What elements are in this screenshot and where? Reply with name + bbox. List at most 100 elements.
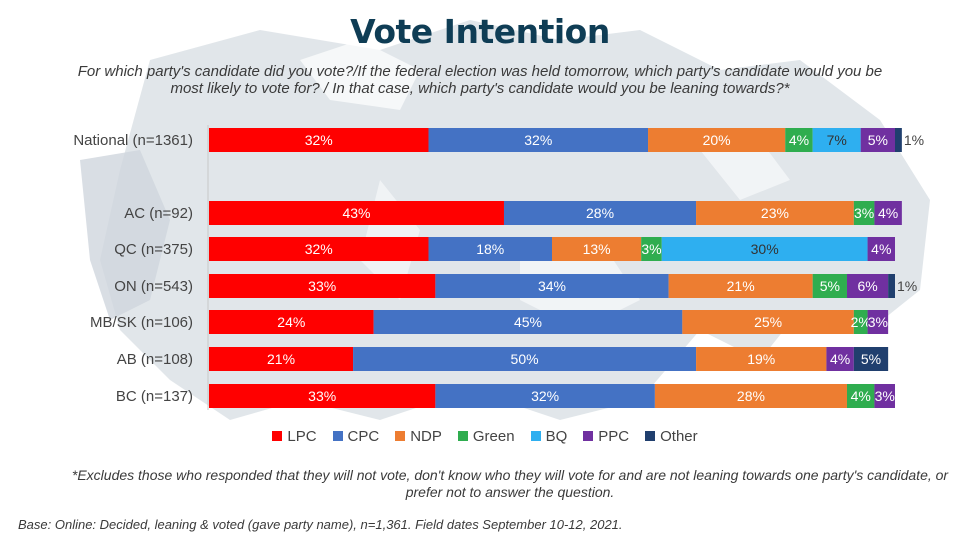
data-label-bq-national-n-1361: 7%	[827, 132, 847, 148]
data-label-lpc-on-n-543: 33%	[308, 278, 336, 294]
legend-swatch-ppc	[583, 431, 594, 441]
category-label-bc-n-137: BC (n=137)	[116, 388, 193, 405]
legend-item-cpc: CPC	[332, 426, 380, 446]
data-label-lpc-ab-n-108: 21%	[267, 351, 295, 367]
bar-segment-green-on-n-543	[812, 274, 847, 298]
bar-segment-other-ab-n-108	[853, 347, 889, 371]
legend-swatch-other	[645, 431, 656, 441]
legend-label-lpc: LPC	[287, 427, 317, 445]
data-label-other-ab-n-108: 5%	[861, 351, 881, 367]
bar-segment-ndp-ac-n-92	[696, 201, 854, 225]
bar-segment-ppc-ab-n-108	[826, 347, 854, 371]
bar-segment-cpc-on-n-543	[435, 274, 669, 298]
data-label-cpc-national-n-1361: 32%	[524, 132, 552, 148]
legend-label-bq: BQ	[545, 427, 568, 445]
category-label-ab-n-108: AB (n=108)	[117, 351, 193, 368]
bar-segment-ndp-qc-n-375	[552, 237, 642, 261]
bar-segment-green-mb-sk-n-106	[853, 310, 868, 334]
bar-segment-ppc-ac-n-92	[874, 201, 902, 225]
bar-segment-lpc-mb-sk-n-106	[209, 310, 374, 334]
legend-item-lpc: LPC	[272, 426, 317, 446]
data-label-lpc-qc-n-375: 32%	[305, 241, 333, 257]
footnote: *Excludes those who responded that they …	[71, 467, 949, 500]
category-label-on-n-543: ON (n=543)	[114, 278, 193, 295]
bar-segment-cpc-bc-n-137	[435, 384, 655, 408]
data-label-lpc-mb-sk-n-106: 24%	[277, 314, 305, 330]
bar-segment-green-qc-n-375	[641, 237, 662, 261]
legend-swatch-lpc	[272, 431, 283, 441]
data-label-ndp-ac-n-92: 23%	[761, 205, 789, 221]
data-label-cpc-mb-sk-n-106: 45%	[514, 314, 542, 330]
bar-segment-lpc-on-n-543	[209, 274, 436, 298]
data-label-ppc-ab-n-108: 4%	[830, 351, 850, 367]
bar-segment-ppc-on-n-543	[846, 274, 889, 298]
legend-item-bq: BQ	[530, 426, 568, 446]
legend-item-ppc: PPC	[583, 426, 629, 446]
data-label-ndp-bc-n-137: 28%	[737, 388, 765, 404]
bar-segment-lpc-ab-n-108	[209, 347, 354, 371]
bar-segment-cpc-mb-sk-n-106	[373, 310, 683, 334]
data-label-ndp-mb-sk-n-106: 25%	[754, 314, 782, 330]
data-label-green-ac-n-92: 3%	[854, 205, 874, 221]
data-label-other-on-n-543: 1%	[897, 278, 917, 294]
bar-segment-cpc-qc-n-375	[428, 237, 552, 261]
legend-swatch-green	[457, 431, 468, 441]
bar-segment-cpc-ac-n-92	[503, 201, 697, 225]
data-label-cpc-qc-n-375: 18%	[476, 241, 504, 257]
category-label-ac-n-92: AC (n=92)	[124, 205, 193, 222]
data-label-lpc-bc-n-137: 33%	[308, 388, 336, 404]
bar-segment-lpc-national-n-1361	[209, 128, 429, 152]
data-label-ppc-mb-sk-n-106: 3%	[868, 314, 888, 330]
data-label-ppc-bc-n-137: 3%	[875, 388, 895, 404]
category-label-national-n-1361: National (n=1361)	[73, 132, 193, 149]
data-label-ndp-on-n-543: 21%	[727, 278, 755, 294]
data-label-lpc-national-n-1361: 32%	[305, 132, 333, 148]
legend-item-green: Green	[457, 426, 515, 446]
bar-segment-ndp-national-n-1361	[648, 128, 786, 152]
data-label-green-qc-n-375: 3%	[641, 241, 661, 257]
data-label-cpc-ac-n-92: 28%	[586, 205, 614, 221]
data-label-green-mb-sk-n-106: 2%	[851, 314, 871, 330]
base-note: Base: Online: Decided, leaning & voted (…	[18, 517, 623, 532]
bar-segment-other-on-n-543	[888, 274, 895, 298]
legend-label-ppc: PPC	[598, 427, 630, 445]
chart-subtitle: For which party's candidate did you vote…	[77, 63, 883, 97]
data-label-bq-qc-n-375: 30%	[751, 241, 779, 257]
legend-label-cpc: CPC	[347, 427, 380, 445]
bar-segment-green-ac-n-92	[853, 201, 875, 225]
data-label-ppc-national-n-1361: 5%	[868, 132, 888, 148]
category-label-qc-n-375: QC (n=375)	[114, 241, 193, 258]
bar-segment-ppc-qc-n-375	[867, 237, 895, 261]
legend-swatch-ndp	[395, 431, 406, 441]
data-label-ppc-ac-n-92: 4%	[878, 205, 898, 221]
bar-segment-ndp-mb-sk-n-106	[682, 310, 854, 334]
bar-segment-bq-national-n-1361	[812, 128, 861, 152]
bar-segment-bq-qc-n-375	[661, 237, 868, 261]
legend-label-ndp: NDP	[410, 427, 442, 445]
data-label-ndp-ab-n-108: 19%	[747, 351, 775, 367]
category-label-mb-sk-n-106: MB/SK (n=106)	[90, 314, 193, 331]
legend-label-green: Green	[472, 427, 515, 445]
bar-segment-ndp-on-n-543	[668, 274, 813, 298]
data-label-ndp-qc-n-375: 13%	[583, 241, 611, 257]
bar-segment-ppc-mb-sk-n-106	[867, 310, 889, 334]
legend-swatch-cpc	[332, 431, 343, 441]
chart-title: Vote Intention	[350, 12, 610, 51]
data-label-other-national-n-1361: 1%	[904, 132, 924, 148]
data-label-green-bc-n-137: 4%	[851, 388, 871, 404]
data-label-cpc-bc-n-137: 32%	[531, 388, 559, 404]
data-label-ppc-qc-n-375: 4%	[871, 241, 891, 257]
bar-segment-ndp-bc-n-137	[654, 384, 847, 408]
bar-segment-cpc-national-n-1361	[428, 128, 649, 152]
legend-item-other: Other	[645, 426, 698, 446]
bar-segment-lpc-bc-n-137	[209, 384, 436, 408]
data-label-ndp-national-n-1361: 20%	[703, 132, 731, 148]
chart-legend: LPC CPC NDP Green BQ PPC Other	[0, 426, 960, 446]
bar-segment-green-national-n-1361	[785, 128, 813, 152]
bar-segment-green-bc-n-137	[846, 384, 875, 408]
data-label-green-on-n-543: 5%	[820, 278, 840, 294]
bar-segment-ppc-bc-n-137	[874, 384, 895, 408]
data-label-cpc-on-n-543: 34%	[538, 278, 566, 294]
data-label-lpc-ac-n-92: 43%	[342, 205, 370, 221]
